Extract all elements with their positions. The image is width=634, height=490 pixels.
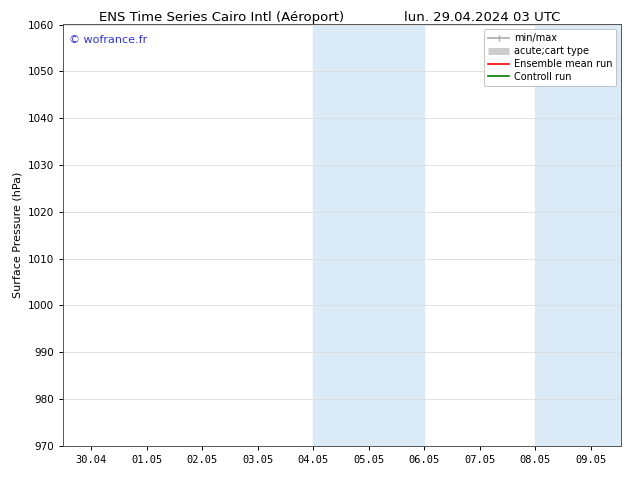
Text: ENS Time Series Cairo Intl (Aéroport): ENS Time Series Cairo Intl (Aéroport): [100, 11, 344, 24]
Text: lun. 29.04.2024 03 UTC: lun. 29.04.2024 03 UTC: [404, 11, 560, 24]
Bar: [535, 24, 591, 446]
Text: © wofrance.fr: © wofrance.fr: [69, 35, 147, 45]
Bar: [313, 24, 369, 446]
Bar: [369, 24, 424, 446]
Y-axis label: Surface Pressure (hPa): Surface Pressure (hPa): [13, 172, 23, 298]
Bar: [591, 24, 621, 446]
Legend: min/max, acute;cart type, Ensemble mean run, Controll run: min/max, acute;cart type, Ensemble mean …: [484, 29, 616, 86]
